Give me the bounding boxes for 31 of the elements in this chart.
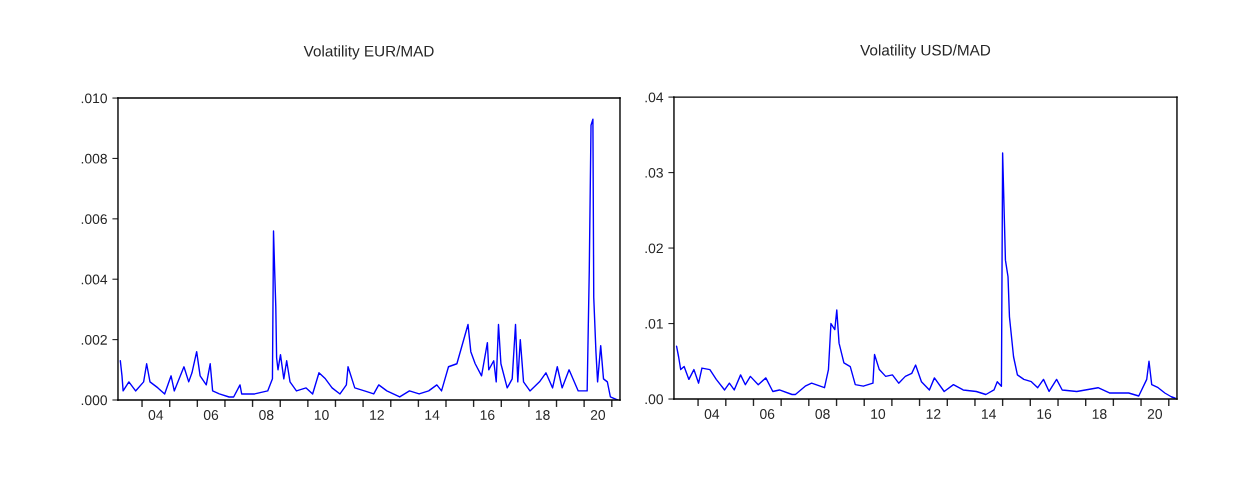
x-tick-label: 16 (480, 410, 495, 420)
y-tick-label: .02 (645, 243, 663, 254)
x-tick-label: 18 (1092, 409, 1107, 419)
y-tick-label: .000 (81, 395, 108, 406)
chart-title: Volatility USD/MAD (860, 44, 991, 59)
x-tick-label: 18 (535, 410, 550, 420)
x-tick-label: 20 (1147, 409, 1163, 419)
y-tick-label: .004 (81, 274, 108, 285)
x-tick-label: 08 (259, 410, 274, 420)
y-tick-label: .010 (81, 93, 108, 104)
chart-title: Volatility EUR/MAD (303, 45, 434, 60)
y-tick-label: .006 (81, 214, 107, 224)
x-tick-label: 06 (760, 409, 775, 419)
y-tick-label: .002 (81, 334, 107, 345)
x-tick-label: 12 (370, 410, 384, 420)
x-tick-label: 14 (982, 409, 996, 419)
x-tick-label: 16 (1037, 409, 1052, 419)
x-tick-label: 04 (148, 410, 164, 420)
x-tick-label: 12 (926, 409, 941, 419)
x-tick-label: 08 (815, 409, 830, 419)
x-tick-label: 20 (590, 410, 606, 420)
x-tick-label: 06 (203, 410, 219, 420)
y-tick-label: .00 (645, 394, 664, 405)
x-tick-label: 10 (871, 409, 886, 419)
y-tick-label: .04 (645, 92, 664, 103)
y-tick-label: .03 (645, 167, 663, 178)
y-tick-label: .008 (81, 153, 107, 164)
y-tick-label: .01 (645, 318, 663, 329)
x-tick-label: 10 (314, 410, 329, 420)
x-tick-label: 04 (704, 409, 720, 419)
x-tick-label: 14 (425, 410, 440, 420)
